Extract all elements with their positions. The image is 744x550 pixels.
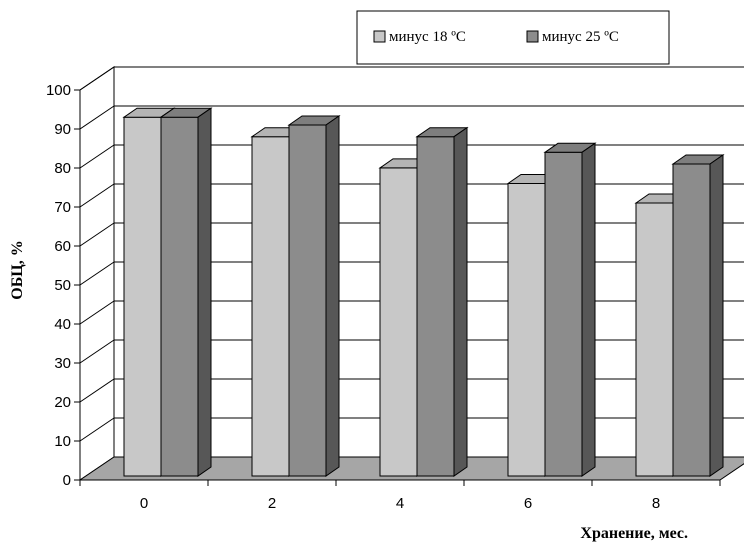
x-tick-label: 0 bbox=[140, 495, 148, 512]
bar bbox=[415, 126, 469, 477]
bar-front bbox=[507, 183, 546, 477]
legend-label-minus-18: минус 18 ºС bbox=[389, 29, 466, 45]
bar-front bbox=[635, 202, 674, 477]
legend: минус 18 ºС минус 25 ºС bbox=[356, 10, 670, 65]
bar-front bbox=[672, 163, 711, 477]
side-gridline bbox=[79, 66, 115, 91]
side-gridline bbox=[79, 261, 115, 286]
bar bbox=[671, 154, 725, 477]
side-gridline bbox=[79, 183, 115, 208]
bars bbox=[122, 107, 725, 477]
bar-front bbox=[160, 116, 199, 477]
y-tick-label: 20 bbox=[54, 394, 71, 411]
x-tick-label: 6 bbox=[524, 495, 532, 512]
x-axis-title: Хранение, мес. bbox=[580, 525, 688, 542]
bar-side bbox=[325, 115, 340, 477]
side-gridline bbox=[79, 300, 115, 325]
bar-side bbox=[581, 142, 596, 477]
y-tick-label: 10 bbox=[54, 433, 71, 450]
x-axis-ticks: 0 2 4 6 8 bbox=[79, 480, 721, 512]
y-tick-label: 90 bbox=[54, 121, 71, 138]
side-gridline bbox=[79, 339, 115, 364]
bar-front bbox=[416, 136, 455, 477]
bar-front bbox=[123, 116, 162, 477]
x-tick-label: 8 bbox=[652, 495, 660, 512]
side-gridline bbox=[79, 105, 115, 130]
bar-front bbox=[379, 167, 418, 477]
bar bbox=[159, 107, 213, 477]
bar-side bbox=[709, 154, 724, 477]
bar-front bbox=[288, 124, 327, 477]
x-tick-label: 2 bbox=[268, 495, 276, 512]
y-tick-label: 80 bbox=[54, 160, 71, 177]
bar-front bbox=[544, 151, 583, 477]
y-tick-label: 70 bbox=[54, 199, 71, 216]
y-tick-label: 0 bbox=[63, 472, 71, 489]
legend-swatch-minus-25 bbox=[526, 30, 539, 43]
legend-swatch-minus-18 bbox=[373, 30, 386, 43]
y-tick-label: 60 bbox=[54, 238, 71, 255]
side-gridline bbox=[79, 144, 115, 169]
side-gridline bbox=[79, 378, 115, 403]
y-tick-label: 50 bbox=[54, 277, 71, 294]
side-gridline bbox=[79, 417, 115, 442]
y-tick-label: 40 bbox=[54, 316, 71, 333]
x-tick-label: 4 bbox=[396, 495, 404, 512]
bar-side bbox=[197, 107, 212, 477]
y-tick-label: 30 bbox=[54, 355, 71, 372]
y-tick-label: 100 bbox=[46, 82, 71, 99]
legend-label-minus-25: минус 25 ºС bbox=[542, 29, 619, 45]
legend-box bbox=[356, 10, 670, 65]
y-axis-ticks: 0 10 20 30 40 50 60 70 80 90 100 bbox=[46, 82, 80, 489]
bar-side bbox=[453, 126, 468, 477]
bar bbox=[287, 115, 341, 477]
y-axis-title: ОБЦ, % bbox=[9, 240, 26, 299]
bar bbox=[543, 142, 597, 477]
side-gridline bbox=[79, 222, 115, 247]
bar-front bbox=[251, 136, 290, 477]
